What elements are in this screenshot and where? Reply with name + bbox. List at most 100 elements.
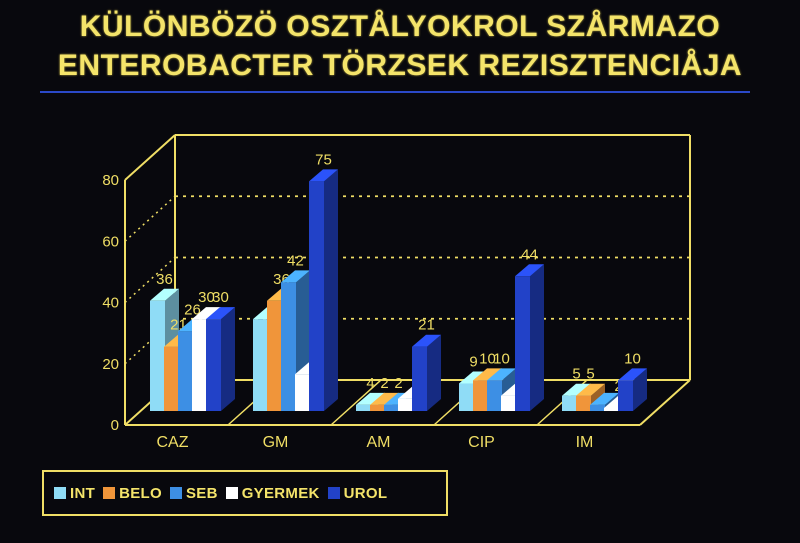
- bar-side-face: [427, 334, 441, 411]
- bar-front-face: [501, 395, 516, 411]
- chart-frame-line: [124, 134, 176, 181]
- bar-top-face: [487, 368, 516, 381]
- data-label: 10: [479, 350, 496, 367]
- legend-item-belo: BELO: [103, 485, 162, 502]
- bar-side-face: [633, 368, 647, 411]
- bar-top-face: [590, 392, 619, 405]
- legend-item-int: INT: [54, 485, 95, 502]
- legend-label-urol: UROL: [343, 484, 388, 502]
- y-tick-label: 60: [102, 233, 119, 250]
- bar-side-face: [221, 307, 235, 411]
- category-divider: [330, 379, 382, 426]
- bar-front-face: [576, 395, 591, 411]
- bar-front-face: [267, 300, 282, 411]
- y-tick-label: 40: [102, 295, 119, 312]
- bar-top-face: [370, 392, 399, 405]
- bar-front-face: [253, 319, 268, 411]
- bar-front-face: [473, 380, 488, 411]
- chart-frame-line: [639, 379, 691, 426]
- bar-top-face: [192, 307, 221, 320]
- bar-front-face: [590, 404, 605, 411]
- legend-swatch-int: [54, 487, 66, 499]
- bar-front-face: [459, 383, 474, 411]
- data-label: 30: [198, 289, 215, 306]
- bar-front-face: [178, 331, 193, 411]
- data-label: 2: [380, 375, 388, 392]
- legend-swatch-seb: [169, 487, 182, 499]
- legend-label-belo: BELO: [119, 484, 162, 502]
- bar-top-face: [473, 368, 502, 381]
- x-tick-label: CIP: [468, 434, 495, 451]
- bar-urol-gm: [309, 169, 338, 411]
- y-tick-label: 20: [102, 356, 119, 373]
- bar-front-face: [604, 407, 619, 411]
- bar-front-face: [164, 346, 179, 411]
- bar-top-face: [618, 368, 647, 381]
- bar-top-face: [412, 334, 441, 347]
- bar-top-face: [356, 392, 385, 405]
- bar-side-face: [530, 264, 544, 411]
- bar-urol-cip: [515, 264, 544, 411]
- bar-front-face: [412, 346, 427, 411]
- title-line-1: KÜLÖNBÖZÖ OSZTÅLYOKROL SZÅRMAZO: [79, 10, 721, 43]
- data-label: 30: [212, 289, 229, 306]
- data-label: 10: [493, 350, 510, 367]
- bar-front-face: [515, 276, 530, 411]
- data-label: 5: [572, 366, 580, 383]
- y-tick-label: 80: [102, 172, 119, 189]
- data-label: 4: [366, 375, 374, 392]
- bar-side-face: [324, 169, 338, 411]
- legend-label-gyermek: GYERMEK: [241, 484, 320, 502]
- bar-top-face: [576, 383, 605, 396]
- bar-front-face: [398, 398, 413, 411]
- bar-top-face: [309, 169, 338, 182]
- bar-top-face: [281, 270, 310, 283]
- bar-front-face: [206, 319, 221, 411]
- legend-item-urol: UROL: [327, 484, 388, 502]
- x-tick-label: GM: [263, 434, 289, 451]
- data-label: 21: [418, 317, 435, 334]
- data-label: 9: [469, 353, 477, 370]
- data-label: 10: [624, 350, 641, 367]
- data-label: 36: [156, 271, 173, 288]
- bar-front-face: [370, 404, 385, 411]
- data-label: 75: [315, 151, 332, 168]
- legend-swatch-urol: [327, 487, 340, 499]
- bar-front-face: [356, 404, 371, 411]
- title-line-2: ENTEROBACTER TÖRZSEK REZISZTENCIÅJA: [57, 49, 743, 82]
- legend-label-seb: SEB: [185, 484, 218, 502]
- data-label: 2: [394, 375, 402, 392]
- bar-front-face: [384, 404, 399, 411]
- bar-top-face: [562, 383, 591, 396]
- legend-swatch-gyermek: [225, 487, 238, 499]
- bar-urol-im: [618, 368, 647, 411]
- legend-item-seb: SEB: [169, 484, 218, 502]
- bar-front-face: [281, 282, 296, 411]
- bar-front-face: [618, 380, 633, 411]
- bar-urol-am: [412, 334, 441, 411]
- bar-front-face: [309, 181, 324, 411]
- bar-top-face: [515, 264, 544, 277]
- x-tick-label: CAZ: [157, 434, 189, 451]
- y-tick-label: 0: [111, 417, 119, 434]
- data-label: 42: [287, 252, 304, 269]
- bar-front-face: [150, 300, 165, 411]
- data-label: 44: [521, 246, 538, 263]
- bar-front-face: [562, 395, 577, 411]
- legend-label-int: INT: [70, 484, 96, 502]
- bar-top-face: [206, 307, 235, 320]
- title-underline: [40, 91, 750, 93]
- bar-urol-caz: [206, 307, 235, 411]
- data-label: 26: [184, 301, 201, 318]
- x-tick-label: IM: [576, 434, 594, 451]
- x-tick-label: AM: [367, 434, 391, 451]
- legend-swatch-belo: [103, 487, 116, 499]
- bar-front-face: [487, 380, 502, 411]
- gridline-side: [124, 195, 176, 242]
- legend-item-gyermek: GYERMEK: [225, 484, 320, 502]
- bar-top-face: [150, 288, 179, 301]
- data-label: 5: [586, 366, 594, 383]
- bar-front-face: [192, 319, 207, 411]
